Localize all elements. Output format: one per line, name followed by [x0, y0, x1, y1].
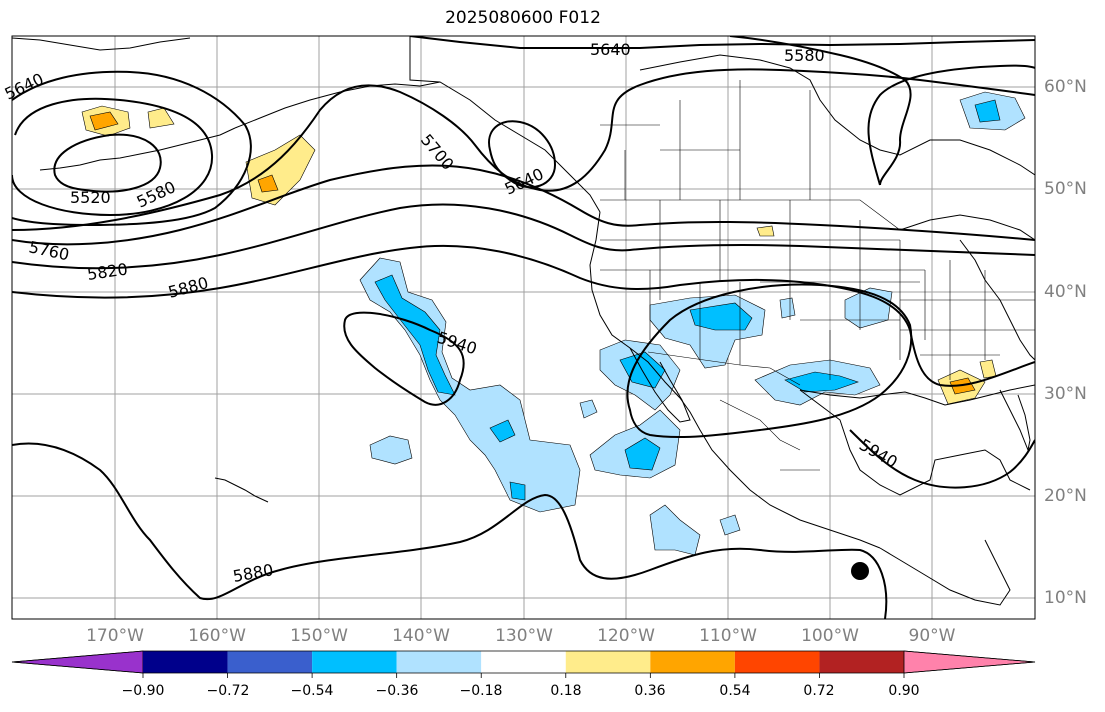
- lat-label-10n: 10°N: [1044, 588, 1087, 608]
- colorbar-tick-label: −0.54: [290, 683, 334, 699]
- negative-region-tropics: [649, 504, 741, 556]
- colorbar-segment: [819, 651, 904, 673]
- negative-region-hawaii: [369, 435, 413, 465]
- lat-label-40n: 40°N: [1044, 282, 1087, 302]
- contour-5640-north: [12, 70, 252, 227]
- coast-east-canada: [899, 214, 1035, 241]
- colorbar-segment: [396, 651, 482, 673]
- coast-gulf-mexico: [799, 389, 1031, 496]
- contour-5940-east: [626, 283, 913, 439]
- negative-core-central-pacific: [374, 274, 456, 396]
- lat-label-60n: 60°N: [1044, 77, 1087, 97]
- contour-5940: [343, 311, 465, 406]
- map-frame: [11, 35, 1036, 620]
- negative-core-texas: [784, 371, 859, 393]
- coast-alaska: [409, 36, 601, 213]
- border-canada-provinces: [600, 80, 811, 200]
- negative-region-small-1: [579, 297, 796, 419]
- colorbar-tick-label: −0.36: [375, 683, 419, 699]
- height-contours: [12, 36, 1035, 619]
- storm-marker: [851, 562, 869, 580]
- negative-core-southwest: [689, 302, 753, 331]
- lon-label-140w: 140°W: [392, 626, 450, 646]
- lon-label-170w: 170°W: [86, 626, 144, 646]
- colorbar-segment: [143, 651, 228, 673]
- colorbar-tick-label: −0.72: [206, 683, 250, 699]
- colorbar-tick-label: −0.18: [459, 683, 503, 699]
- colorbar-tick-label: 0.90: [888, 683, 920, 699]
- colorbar-segment: [734, 651, 820, 673]
- contour-5760: [12, 164, 1035, 246]
- lon-label-110w: 110°W: [699, 626, 757, 646]
- coast-us-gulf: [799, 384, 1035, 406]
- negative-core-east-pacific: [624, 437, 661, 471]
- colorbar-tick-label: −0.90: [121, 683, 165, 699]
- lon-label-160w: 160°W: [188, 626, 246, 646]
- coast-west-america: [589, 211, 881, 549]
- coast-chukotka: [12, 37, 191, 51]
- colorbar-segment: [650, 651, 735, 673]
- coast-canada-hudson: [639, 54, 1035, 176]
- lon-label-130w: 130°W: [495, 626, 553, 646]
- coastlines: [12, 36, 1035, 606]
- colorbar-segment: [565, 651, 651, 673]
- border-states-west: [600, 200, 925, 380]
- lon-label-150w: 150°W: [290, 626, 348, 646]
- border-us-canada: [600, 199, 901, 231]
- colorbar-tick-label: 0.18: [550, 683, 582, 699]
- border-mexico-states: [719, 399, 820, 471]
- contour-5520-low: [53, 133, 162, 193]
- coast-central-america: [879, 539, 1011, 606]
- border-states-east: [899, 240, 1035, 380]
- colorbar-segment: [227, 651, 313, 673]
- positive-core-north-pacific: [257, 174, 279, 193]
- colorbar: [11, 650, 1036, 678]
- negative-core-south-pacific: [489, 419, 526, 501]
- lat-label-30n: 30°N: [1044, 384, 1087, 404]
- colorbar-segment: [312, 651, 397, 673]
- lon-label-120w: 120°W: [597, 626, 655, 646]
- map-title: 2025080600 F012: [445, 8, 601, 28]
- coast-hawaii: [214, 477, 269, 503]
- coast-us-east: [959, 239, 1035, 361]
- contour-5580-low: [12, 97, 214, 217]
- colorbar-extend-low: [11, 650, 144, 674]
- positive-core-aleutian: [89, 111, 119, 131]
- lat-label-50n: 50°N: [1044, 179, 1087, 199]
- lon-label-90w: 90°W: [908, 626, 956, 646]
- colorbar-extend-high: [903, 650, 1036, 674]
- contour-5580-far-east: [867, 64, 1035, 186]
- colorbar-tick-label: 0.36: [634, 683, 666, 699]
- contour-5940-gulf: [849, 429, 1035, 489]
- contour-5880-south: [12, 442, 888, 619]
- contour-label: 5520: [70, 188, 111, 207]
- contour-label: 5640: [590, 40, 631, 59]
- positive-region-rockies: [756, 225, 775, 237]
- political-borders: [409, 36, 1035, 471]
- contour-5640-ridge: [409, 36, 1035, 49]
- contour-label: 5580: [784, 46, 825, 65]
- coast-baja: [629, 347, 691, 423]
- contour-5880-north: [12, 244, 1035, 387]
- negative-core-gulf-alaska: [974, 99, 1001, 123]
- colorbar-segment: [481, 651, 566, 673]
- lon-label-100w: 100°W: [801, 626, 859, 646]
- contour-5820: [12, 203, 1035, 270]
- lat-label-20n: 20°N: [1044, 486, 1087, 506]
- colorbar-tick-label: 0.54: [719, 683, 751, 699]
- colorbar-tick-label: 0.72: [803, 683, 835, 699]
